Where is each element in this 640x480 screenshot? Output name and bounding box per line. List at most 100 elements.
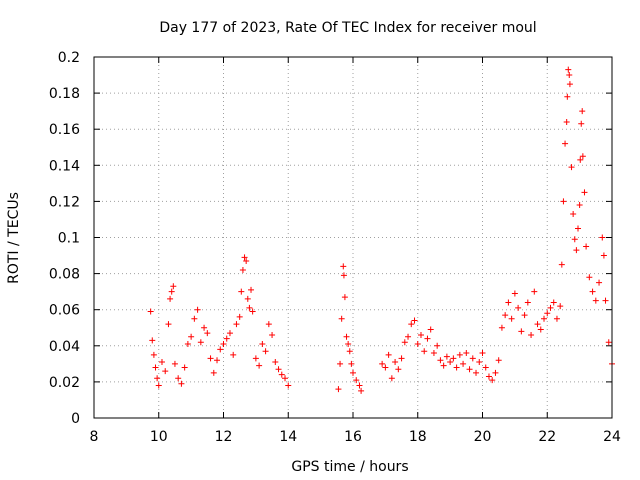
- data-point: [379, 360, 386, 367]
- data-point: [150, 351, 157, 358]
- data-point: [337, 360, 344, 367]
- data-point: [239, 266, 246, 273]
- data-point: [168, 288, 175, 295]
- data-point: [460, 360, 467, 367]
- data-point: [401, 339, 408, 346]
- data-point: [565, 66, 572, 73]
- plot-frame: [93, 56, 613, 419]
- data-point: [498, 324, 505, 331]
- data-point: [476, 359, 483, 366]
- data-point: [450, 355, 457, 362]
- data-point: [398, 355, 405, 362]
- x-tick-labels: 8 10 12 14 16 18 20 22 24: [90, 429, 621, 445]
- x-tick-label: 24: [603, 429, 621, 445]
- data-point: [152, 364, 159, 371]
- y-tick-label: 0: [71, 411, 80, 427]
- y-tick-label: 0.18: [49, 86, 80, 102]
- chart-title: Day 177 of 2023, Rate Of TEC Index for r…: [159, 20, 536, 36]
- data-point: [408, 321, 415, 328]
- data-point: [515, 304, 522, 311]
- data-point: [564, 93, 571, 100]
- data-point: [252, 355, 259, 362]
- data-point: [246, 304, 253, 311]
- data-point: [583, 243, 590, 250]
- y-tick-label: 0.06: [49, 303, 80, 319]
- y-tick-label: 0.16: [49, 122, 80, 138]
- data-point: [550, 299, 557, 306]
- data-point: [605, 339, 612, 346]
- data-points: [147, 66, 615, 394]
- grid-lines: [94, 57, 612, 418]
- data-point: [453, 364, 460, 371]
- data-point: [489, 377, 496, 384]
- data-point: [220, 340, 227, 347]
- data-point: [566, 81, 573, 88]
- data-point: [578, 120, 585, 127]
- data-point: [353, 377, 360, 384]
- y-tick-label: 0.04: [49, 339, 80, 355]
- data-point: [596, 279, 603, 286]
- data-point: [437, 357, 444, 364]
- data-point: [210, 369, 217, 376]
- data-point: [469, 355, 476, 362]
- y-tick-label: 0.2: [58, 50, 80, 66]
- data-point: [508, 315, 515, 322]
- data-point: [341, 294, 348, 301]
- data-point: [184, 340, 191, 347]
- y-tick-label: 0.12: [49, 194, 80, 210]
- data-point: [345, 340, 352, 347]
- data-point: [531, 288, 538, 295]
- data-point: [191, 315, 198, 322]
- x-tick-label: 22: [538, 429, 556, 445]
- data-point: [171, 360, 178, 367]
- data-point: [579, 153, 586, 160]
- data-point: [343, 333, 350, 340]
- x-tick-label: 18: [409, 429, 427, 445]
- data-point: [207, 355, 214, 362]
- data-point: [178, 380, 185, 387]
- data-point: [568, 164, 575, 171]
- data-point: [230, 351, 237, 358]
- data-point: [265, 321, 272, 328]
- y-tick-label: 0.14: [49, 158, 80, 174]
- y-tick-label: 0.08: [49, 267, 80, 283]
- data-point: [541, 315, 548, 322]
- data-point: [278, 371, 285, 378]
- data-point: [340, 272, 347, 279]
- data-point: [562, 140, 569, 147]
- data-point: [505, 299, 512, 306]
- data-point: [524, 299, 531, 306]
- data-point: [233, 321, 240, 328]
- data-point: [544, 310, 551, 317]
- data-point: [537, 326, 544, 333]
- data-point: [575, 225, 582, 232]
- data-point: [285, 382, 292, 389]
- data-point: [547, 304, 554, 311]
- data-point: [236, 313, 243, 320]
- data-point: [557, 303, 564, 310]
- data-point: [388, 375, 395, 382]
- x-tick-label: 8: [90, 429, 99, 445]
- data-point: [175, 375, 182, 382]
- data-point: [424, 335, 431, 342]
- data-point: [204, 330, 211, 337]
- data-point: [248, 286, 255, 293]
- data-point: [382, 364, 389, 371]
- data-point: [335, 386, 342, 393]
- data-point: [259, 340, 266, 347]
- data-point: [269, 331, 276, 338]
- data-point: [485, 373, 492, 380]
- data-point: [214, 357, 221, 364]
- data-point: [447, 359, 454, 366]
- data-point: [600, 252, 607, 259]
- data-point: [262, 348, 269, 355]
- data-point: [417, 331, 424, 338]
- data-point: [194, 306, 201, 313]
- data-point: [197, 339, 204, 346]
- data-point: [579, 108, 586, 115]
- x-tick-label: 16: [344, 429, 362, 445]
- data-point: [350, 369, 356, 376]
- data-point: [244, 295, 251, 302]
- data-point: [602, 297, 609, 304]
